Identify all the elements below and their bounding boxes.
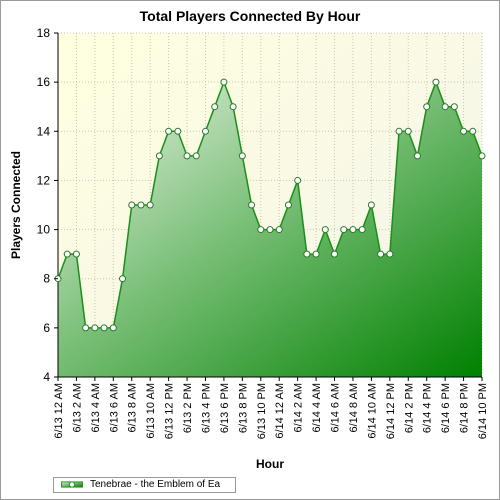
x-tick-label: 6/14 6 PM xyxy=(440,383,452,433)
y-tick-label: 18 xyxy=(37,26,51,40)
data-point xyxy=(137,201,145,209)
data-point xyxy=(238,152,246,160)
data-point xyxy=(211,103,219,111)
data-point xyxy=(312,250,320,258)
data-point xyxy=(460,127,468,135)
y-tick-label: 14 xyxy=(37,124,51,138)
data-point xyxy=(423,103,431,111)
y-tick-label: 8 xyxy=(43,272,50,286)
data-point xyxy=(377,250,385,258)
y-tick-label: 16 xyxy=(37,75,51,89)
x-tick-label: 6/14 12 PM xyxy=(385,383,397,439)
data-point xyxy=(146,201,154,209)
data-point xyxy=(229,103,237,111)
x-tick-label: 6/13 10 AM xyxy=(145,383,157,439)
y-tick-label: 4 xyxy=(43,370,50,384)
data-point xyxy=(358,226,366,234)
x-tick-label: 6/14 2 AM xyxy=(293,383,305,433)
legend: Tenebrae - the Emblem of Ea xyxy=(53,477,236,493)
data-point xyxy=(192,152,200,160)
x-tick-label: 6/13 2 AM xyxy=(71,383,83,433)
x-tick-label: 6/14 2 PM xyxy=(403,383,415,433)
y-tick-label: 6 xyxy=(43,321,50,335)
data-point xyxy=(72,250,80,258)
x-tick-label: 6/13 6 PM xyxy=(219,383,231,433)
x-tick-label: 6/14 8 AM xyxy=(348,383,360,433)
data-point xyxy=(100,324,108,332)
x-tick-label: 6/13 10 PM xyxy=(256,383,268,439)
data-point xyxy=(321,226,329,234)
data-point xyxy=(109,324,117,332)
data-point xyxy=(248,201,256,209)
legend-swatch xyxy=(61,481,83,488)
data-point xyxy=(201,127,209,135)
legend-label: Tenebrae - the Emblem of Ea xyxy=(90,479,221,490)
x-tick-label: 6/14 10 AM xyxy=(366,383,378,439)
x-tick-label: 6/13 8 AM xyxy=(127,383,139,433)
x-tick-label: 6/14 4 AM xyxy=(311,383,323,433)
data-point xyxy=(294,176,302,184)
data-point xyxy=(478,152,486,160)
x-tick-label: 6/14 12 AM xyxy=(274,383,286,439)
data-point xyxy=(340,226,348,234)
x-tick-label: 6/13 2 PM xyxy=(182,383,194,433)
data-point xyxy=(266,226,274,234)
x-tick-label: 6/13 12 PM xyxy=(164,383,176,439)
data-point xyxy=(349,226,357,234)
y-tick-label: 10 xyxy=(37,223,51,237)
data-point xyxy=(284,201,292,209)
data-point xyxy=(174,127,182,135)
x-axis-title: Hour xyxy=(256,457,284,471)
data-point xyxy=(220,78,228,86)
data-point xyxy=(63,250,71,258)
data-point xyxy=(303,250,311,258)
y-axis-title: Players Connected xyxy=(9,150,23,260)
data-point xyxy=(441,103,449,111)
data-point xyxy=(432,78,440,86)
x-tick-label: 6/13 4 PM xyxy=(200,383,212,433)
data-point xyxy=(82,324,90,332)
x-tick-label: 6/13 4 AM xyxy=(90,383,102,433)
data-point xyxy=(183,152,191,160)
data-point xyxy=(413,152,421,160)
data-point xyxy=(331,250,339,258)
data-point xyxy=(450,103,458,111)
data-point xyxy=(395,127,403,135)
x-tick-label: 6/14 4 PM xyxy=(422,383,434,433)
data-point xyxy=(404,127,412,135)
data-point xyxy=(257,226,265,234)
x-tick-label: 6/14 6 AM xyxy=(330,383,342,433)
data-point xyxy=(165,127,173,135)
y-tick-label: 12 xyxy=(37,173,51,187)
x-tick-label: 6/13 8 PM xyxy=(237,383,249,433)
data-point xyxy=(386,250,394,258)
x-tick-label: 6/14 10 PM xyxy=(477,383,489,439)
data-point xyxy=(119,275,127,283)
chart-title: Total Players Connected By Hour xyxy=(139,8,361,24)
data-point xyxy=(275,226,283,234)
x-tick-label: 6/14 8 PM xyxy=(459,383,471,433)
x-tick-label: 6/13 12 AM xyxy=(53,383,65,439)
x-tick-label: 6/13 6 AM xyxy=(108,383,120,433)
data-point xyxy=(155,152,163,160)
data-point xyxy=(469,127,477,135)
series-area xyxy=(58,82,482,377)
data-point xyxy=(367,201,375,209)
data-point xyxy=(91,324,99,332)
data-point xyxy=(128,201,136,209)
